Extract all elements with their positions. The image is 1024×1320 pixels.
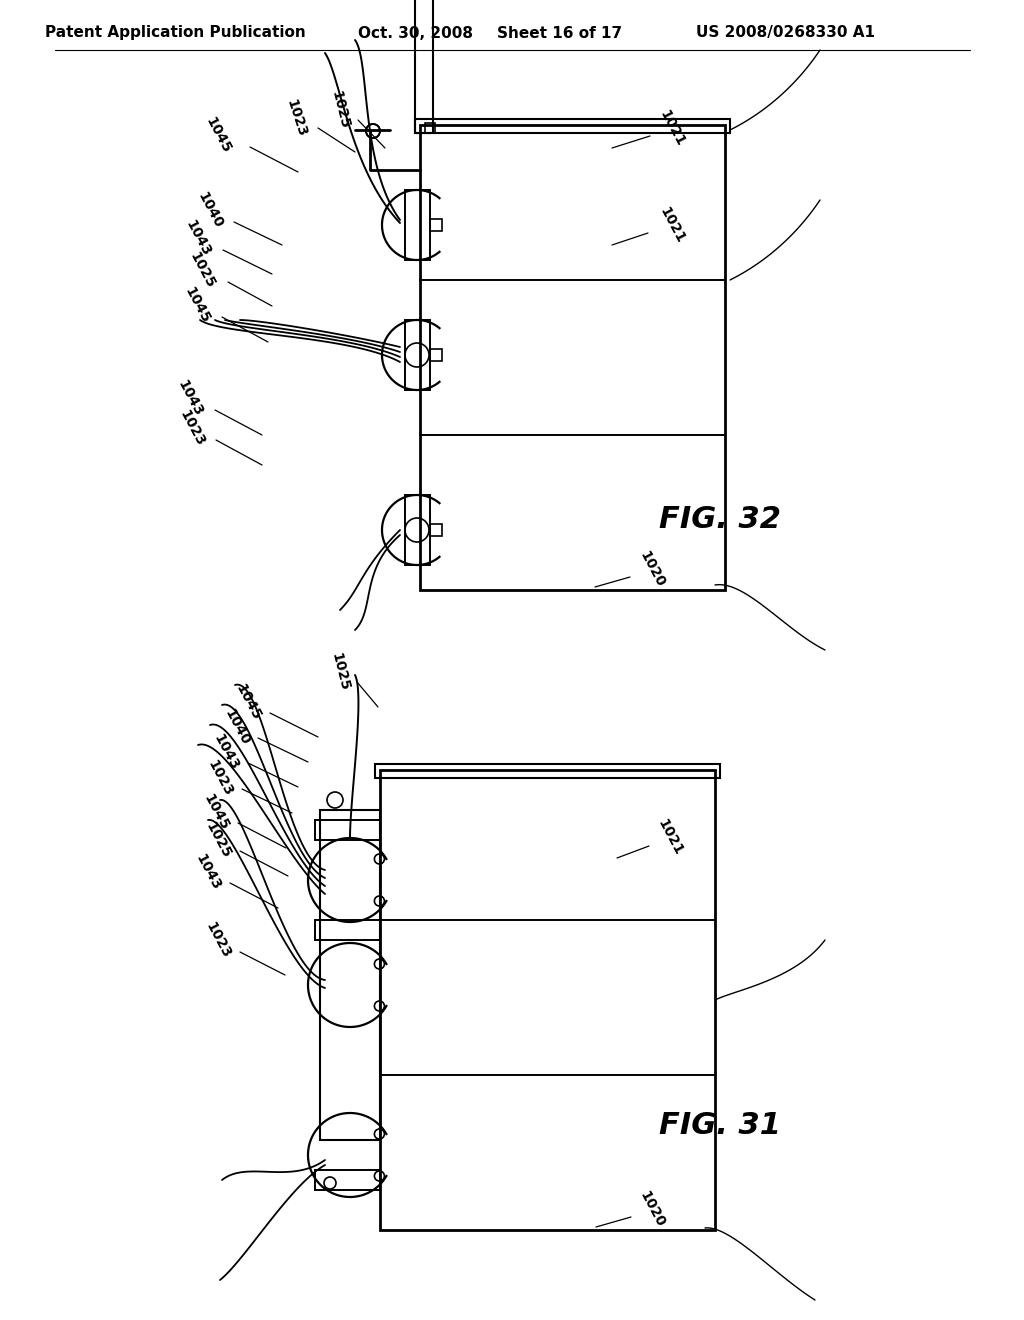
- Text: 1023: 1023: [203, 920, 233, 961]
- Text: 1021: 1021: [656, 205, 687, 246]
- Text: 1045: 1045: [181, 285, 212, 326]
- Text: 1025: 1025: [329, 652, 351, 693]
- Bar: [415, 0, 433, 133]
- Text: Oct. 30, 2008: Oct. 30, 2008: [357, 25, 472, 41]
- Text: 1043: 1043: [175, 378, 205, 418]
- Text: 1021: 1021: [656, 107, 687, 148]
- Text: 1045: 1045: [203, 115, 233, 156]
- Bar: [425, 123, 435, 133]
- Bar: [406, 319, 430, 389]
- Text: 1025: 1025: [203, 820, 233, 861]
- Bar: [319, 810, 380, 1140]
- Text: FIG. 32: FIG. 32: [659, 506, 781, 535]
- Bar: [315, 820, 380, 840]
- Bar: [315, 920, 380, 940]
- Bar: [406, 495, 430, 565]
- Bar: [380, 770, 715, 1230]
- Text: 1045: 1045: [201, 792, 231, 833]
- Bar: [420, 125, 725, 590]
- Bar: [415, 119, 730, 133]
- Text: 1043: 1043: [193, 851, 223, 892]
- Text: 1023: 1023: [284, 98, 308, 139]
- Text: Sheet 16 of 17: Sheet 16 of 17: [498, 25, 623, 41]
- Text: 1025: 1025: [329, 90, 351, 131]
- Bar: [375, 764, 720, 777]
- Bar: [406, 190, 430, 260]
- Bar: [430, 348, 442, 360]
- Text: 1040: 1040: [195, 190, 225, 231]
- Text: 1021: 1021: [654, 817, 685, 858]
- Bar: [315, 1170, 380, 1191]
- Text: 1020: 1020: [637, 549, 668, 590]
- Bar: [430, 219, 442, 231]
- Text: FIG. 31: FIG. 31: [659, 1110, 781, 1139]
- Text: 1020: 1020: [637, 1188, 668, 1229]
- Text: 1023: 1023: [205, 758, 236, 799]
- Bar: [430, 524, 442, 536]
- Text: 1043: 1043: [182, 218, 213, 259]
- Text: 1040: 1040: [222, 706, 252, 747]
- Text: 1043: 1043: [211, 731, 242, 772]
- Text: 1023: 1023: [177, 408, 207, 449]
- Text: Patent Application Publication: Patent Application Publication: [45, 25, 305, 41]
- Text: 1025: 1025: [186, 249, 217, 290]
- Text: US 2008/0268330 A1: US 2008/0268330 A1: [695, 25, 874, 41]
- Text: 1045: 1045: [232, 681, 263, 722]
